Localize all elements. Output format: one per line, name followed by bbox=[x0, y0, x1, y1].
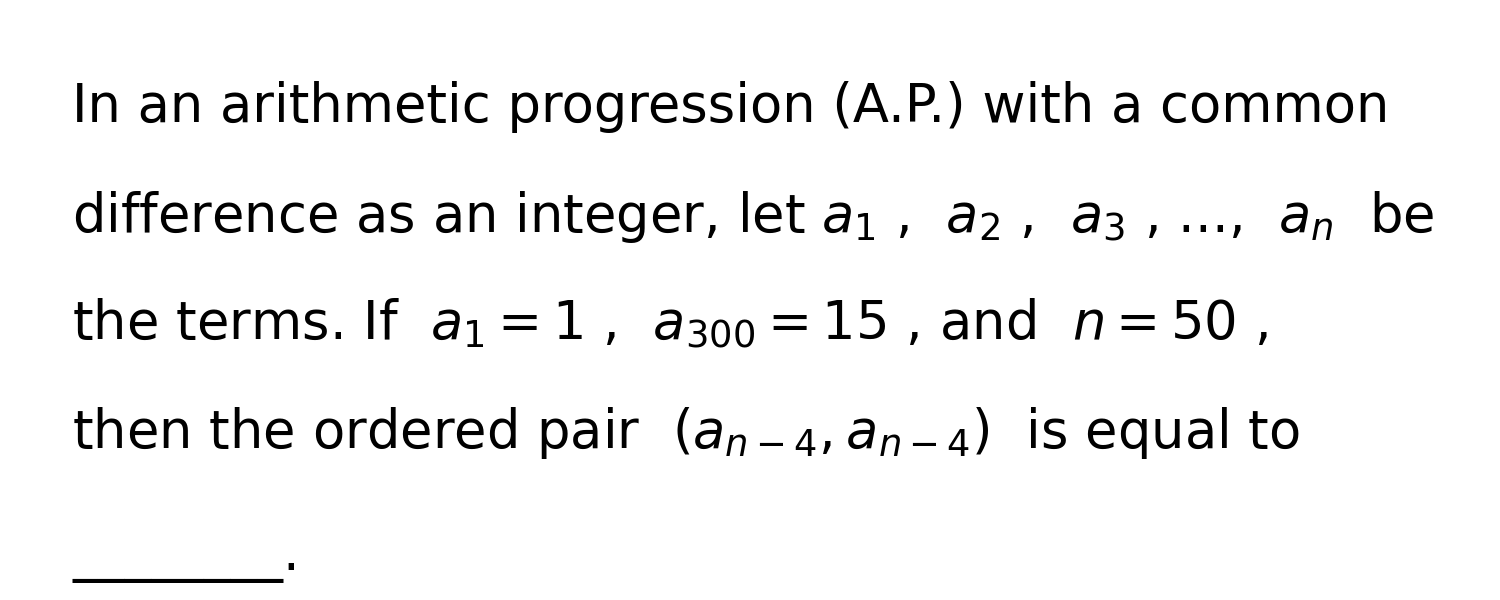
Text: ________.: ________. bbox=[72, 531, 300, 583]
Text: In an arithmetic progression (A.P.) with a common: In an arithmetic progression (A.P.) with… bbox=[72, 81, 1389, 133]
Text: difference as an integer, let $a_1$ ,  $a_2$ ,  $a_3$ , ...,  $a_n$  be: difference as an integer, let $a_1$ , $a… bbox=[72, 189, 1434, 245]
Text: the terms. If  $a_1 = 1$ ,  $a_{300} = 15$ , and  $n = 50$ ,: the terms. If $a_1 = 1$ , $a_{300} = 15$… bbox=[72, 297, 1268, 351]
Text: then the ordered pair  $(a_{n-4}, a_{n-4})$  is equal to: then the ordered pair $(a_{n-4}, a_{n-4}… bbox=[72, 405, 1300, 461]
